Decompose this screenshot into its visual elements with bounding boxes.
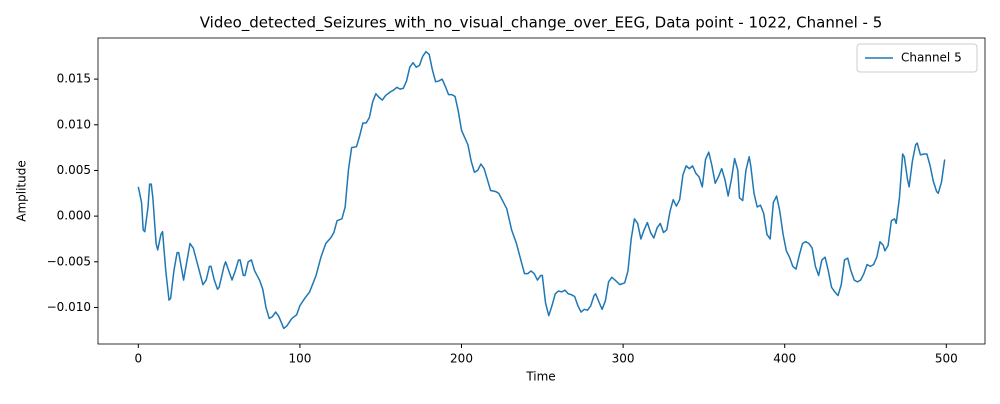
y-tick-label: 0.015 bbox=[57, 72, 91, 86]
x-tick-label: 400 bbox=[773, 352, 796, 366]
y-tick-label: 0.000 bbox=[57, 209, 91, 223]
plot-frame bbox=[97, 37, 986, 345]
x-axis-label: Time bbox=[525, 370, 555, 384]
chart-title: Video_detected_Seizures_with_no_visual_c… bbox=[200, 14, 883, 33]
x-tick-label: 500 bbox=[935, 352, 958, 366]
data-line bbox=[137, 50, 946, 330]
y-tick-label: −0.010 bbox=[47, 300, 91, 314]
y-tick-label: 0.010 bbox=[57, 117, 91, 131]
y-tick-label: 0.005 bbox=[57, 163, 91, 177]
legend-box bbox=[856, 43, 978, 73]
x-tick-label: 200 bbox=[450, 352, 473, 366]
x-tick-label: 300 bbox=[612, 352, 635, 366]
y-axis-label: Amplitude bbox=[15, 160, 29, 222]
legend-label: Channel 5 bbox=[901, 51, 962, 65]
x-tick-label: 100 bbox=[288, 352, 311, 366]
y-tick-label: −0.005 bbox=[47, 254, 91, 268]
x-tick-label: 0 bbox=[134, 352, 142, 366]
